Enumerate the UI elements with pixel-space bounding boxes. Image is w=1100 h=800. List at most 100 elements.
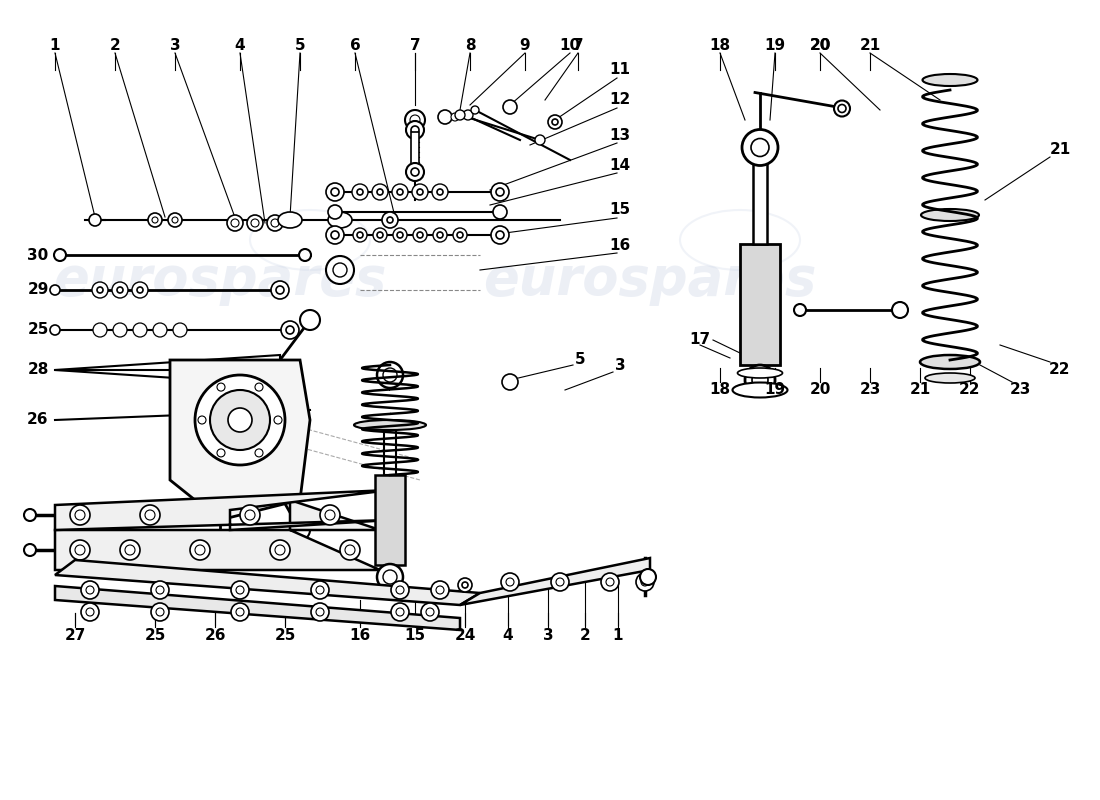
Circle shape <box>493 205 507 219</box>
Circle shape <box>198 416 206 424</box>
Text: 15: 15 <box>609 202 630 218</box>
Circle shape <box>148 213 162 227</box>
Circle shape <box>556 578 564 586</box>
Circle shape <box>92 282 108 298</box>
Circle shape <box>372 184 388 200</box>
Polygon shape <box>460 558 650 605</box>
Circle shape <box>280 321 299 339</box>
Circle shape <box>377 232 383 238</box>
Ellipse shape <box>737 368 782 378</box>
Circle shape <box>70 505 90 525</box>
Text: 25: 25 <box>144 627 166 642</box>
Circle shape <box>97 287 103 293</box>
Circle shape <box>742 130 778 166</box>
Circle shape <box>373 228 387 242</box>
Text: 1: 1 <box>613 627 624 642</box>
Circle shape <box>491 226 509 244</box>
Circle shape <box>506 578 514 586</box>
Text: 7: 7 <box>409 38 420 53</box>
Circle shape <box>251 219 258 227</box>
Circle shape <box>331 231 339 239</box>
Circle shape <box>353 228 367 242</box>
Circle shape <box>503 100 517 114</box>
Circle shape <box>390 603 409 621</box>
Text: 21: 21 <box>910 382 931 398</box>
Circle shape <box>396 608 404 616</box>
Ellipse shape <box>328 212 352 228</box>
Text: 18: 18 <box>710 38 730 53</box>
Circle shape <box>117 287 123 293</box>
Circle shape <box>377 564 403 590</box>
Circle shape <box>417 232 424 238</box>
Circle shape <box>377 362 403 388</box>
Ellipse shape <box>925 373 975 383</box>
Text: eurospares: eurospares <box>53 254 387 306</box>
Circle shape <box>300 310 320 330</box>
Text: eurospares: eurospares <box>483 254 816 306</box>
Text: 21: 21 <box>1049 142 1070 158</box>
Circle shape <box>152 217 158 223</box>
Circle shape <box>275 545 285 555</box>
Text: 23: 23 <box>1010 382 1031 398</box>
Text: 1: 1 <box>50 38 60 53</box>
Circle shape <box>502 374 518 390</box>
Text: 11: 11 <box>609 62 630 78</box>
Text: 16: 16 <box>350 627 371 642</box>
Text: 3: 3 <box>542 627 553 642</box>
Circle shape <box>50 285 60 295</box>
Circle shape <box>276 286 284 294</box>
Bar <box>375 475 405 565</box>
Circle shape <box>326 256 354 284</box>
Circle shape <box>535 135 544 145</box>
Circle shape <box>392 184 408 200</box>
Bar <box>740 243 780 365</box>
Circle shape <box>156 608 164 616</box>
Circle shape <box>458 578 472 592</box>
Circle shape <box>231 603 249 621</box>
Circle shape <box>496 188 504 196</box>
Polygon shape <box>170 360 310 520</box>
Text: 20: 20 <box>810 382 830 398</box>
Circle shape <box>382 212 398 228</box>
Circle shape <box>745 365 776 395</box>
Text: 27: 27 <box>64 627 86 642</box>
Circle shape <box>50 325 60 335</box>
Circle shape <box>245 510 255 520</box>
Circle shape <box>75 545 85 555</box>
Circle shape <box>132 282 148 298</box>
Circle shape <box>145 510 155 520</box>
Text: 2: 2 <box>580 627 591 642</box>
Text: 29: 29 <box>28 282 48 298</box>
Circle shape <box>411 126 419 134</box>
Circle shape <box>255 383 263 391</box>
Circle shape <box>437 189 443 195</box>
Polygon shape <box>55 500 380 570</box>
Polygon shape <box>55 586 460 630</box>
Circle shape <box>601 573 619 591</box>
Text: 17: 17 <box>690 333 711 347</box>
Circle shape <box>81 581 99 599</box>
Text: 13: 13 <box>609 127 630 142</box>
Text: 18: 18 <box>710 382 730 398</box>
Circle shape <box>156 586 164 594</box>
Circle shape <box>892 302 907 318</box>
Circle shape <box>271 219 279 227</box>
Circle shape <box>426 608 434 616</box>
Circle shape <box>463 110 473 120</box>
Ellipse shape <box>354 420 426 430</box>
Circle shape <box>491 183 509 201</box>
Circle shape <box>636 573 654 591</box>
Circle shape <box>412 184 428 200</box>
Circle shape <box>140 505 159 525</box>
Circle shape <box>240 505 260 525</box>
Text: 4: 4 <box>234 38 245 53</box>
Circle shape <box>326 183 344 201</box>
Circle shape <box>112 282 128 298</box>
Text: 20: 20 <box>810 38 830 53</box>
Circle shape <box>286 326 294 334</box>
Circle shape <box>751 138 769 157</box>
Circle shape <box>271 281 289 299</box>
Circle shape <box>431 581 449 599</box>
Circle shape <box>641 578 649 586</box>
Circle shape <box>248 215 263 231</box>
